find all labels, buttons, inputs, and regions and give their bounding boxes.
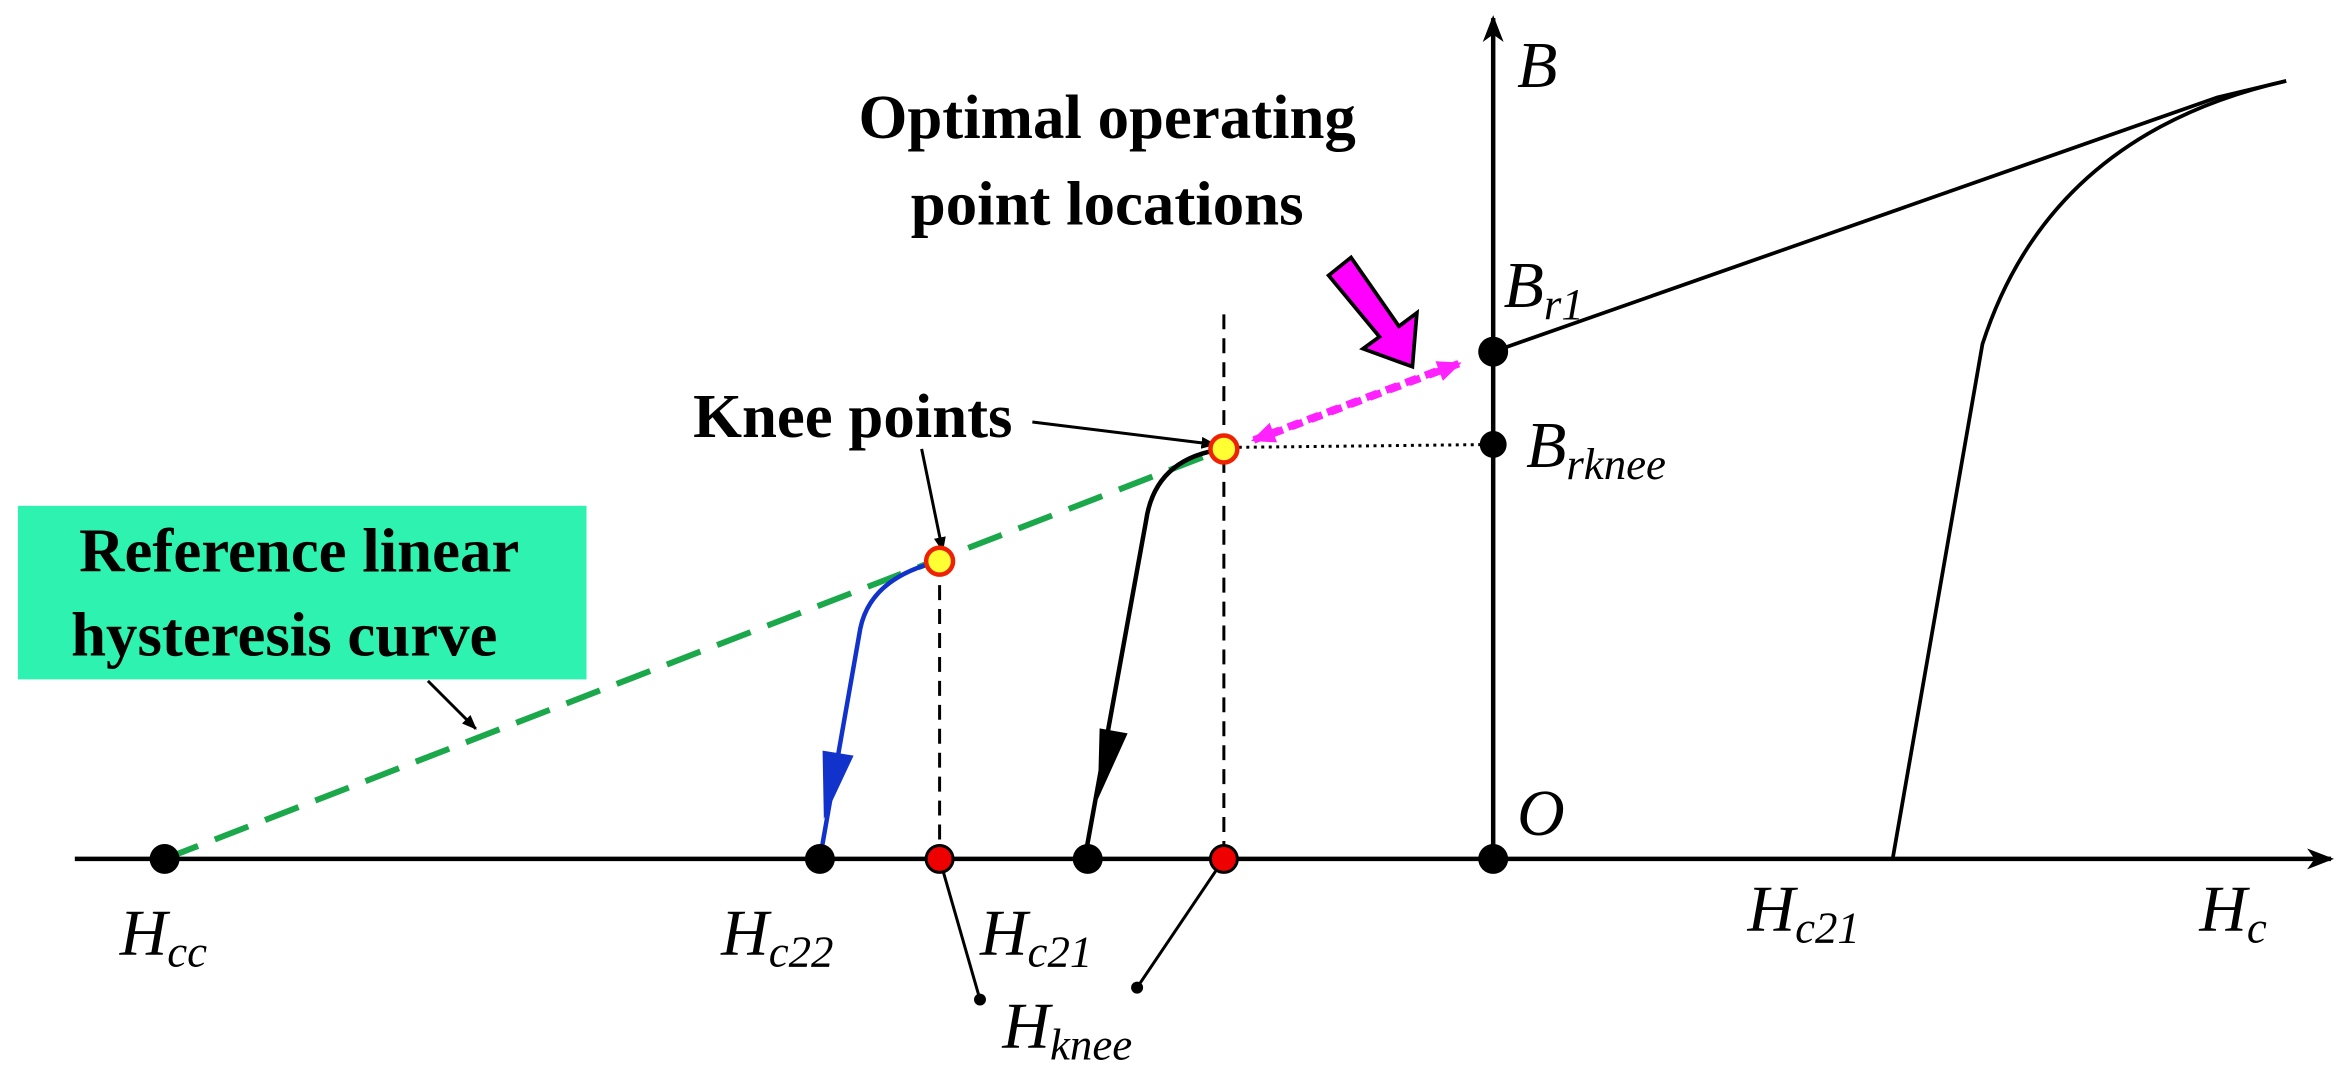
symbol-sub: c21 <box>1795 903 1860 953</box>
symbol-main: H <box>1001 989 1053 1062</box>
leader-dot <box>974 993 986 1006</box>
symbol-main: B <box>1504 249 1544 322</box>
symbol-main: H <box>720 897 772 970</box>
point <box>1072 843 1103 874</box>
symbol-label: Hcc <box>119 897 207 977</box>
symbol-sub: c22 <box>769 927 834 977</box>
symbol-sub: rknee <box>1566 439 1666 489</box>
origin-label: O <box>1517 777 1565 850</box>
knee-curve <box>817 559 941 860</box>
symbol-main: H <box>119 897 171 970</box>
symbol-label: Hc21 <box>1747 873 1860 953</box>
leader-dot <box>1131 981 1144 994</box>
curve-arrow <box>822 750 854 820</box>
symbol-sub: c <box>2247 903 2267 953</box>
symbol-sub: c21 <box>1028 927 1093 977</box>
reference-label: Reference linear <box>79 516 519 586</box>
symbol-main: H <box>979 897 1031 970</box>
symbol-label: Brknee <box>1526 409 1666 489</box>
knee-label: Knee points <box>693 381 1012 451</box>
leader <box>426 679 477 730</box>
knee-point <box>923 545 956 577</box>
point <box>1479 431 1507 458</box>
symbol-sub: cc <box>167 927 207 977</box>
symbol-sub: r1 <box>1544 279 1584 329</box>
demag-curve <box>1890 79 2287 860</box>
symbol-sub: knee <box>1050 1019 1132 1069</box>
point <box>924 843 955 874</box>
knee-point <box>1208 433 1240 465</box>
leader <box>1032 420 1217 449</box>
symbol-label: Hknee <box>1001 989 1132 1069</box>
symbol-label: Hc21 <box>979 897 1092 977</box>
big-arrow <box>1325 254 1420 370</box>
optimal-label: Optimal operating <box>858 82 1355 152</box>
optimal-label: point locations <box>911 169 1304 239</box>
guide <box>1223 442 1494 449</box>
curve-arrow <box>1097 728 1128 800</box>
reference-line <box>163 446 1225 862</box>
point <box>1208 843 1239 874</box>
symbol-main: H <box>1747 873 1799 946</box>
symbol-label: Hc22 <box>720 897 833 977</box>
axis-label: B <box>1517 29 1557 102</box>
point <box>804 843 835 874</box>
symbol-label: Br1 <box>1504 249 1584 329</box>
symbol-main: B <box>1526 409 1566 482</box>
knee-curve <box>1082 446 1225 860</box>
leader <box>938 858 982 1000</box>
symbol-label: Hc <box>2198 873 2267 953</box>
leader <box>1135 858 1226 989</box>
reference-label: hysteresis curve <box>71 599 497 669</box>
point <box>1478 336 1509 367</box>
symbol-main: H <box>2198 873 2250 946</box>
reference-box <box>17 505 587 680</box>
point <box>1478 843 1509 874</box>
optimal-range <box>1250 367 1438 444</box>
points <box>149 336 1509 874</box>
leader <box>920 448 946 553</box>
point <box>149 843 180 874</box>
